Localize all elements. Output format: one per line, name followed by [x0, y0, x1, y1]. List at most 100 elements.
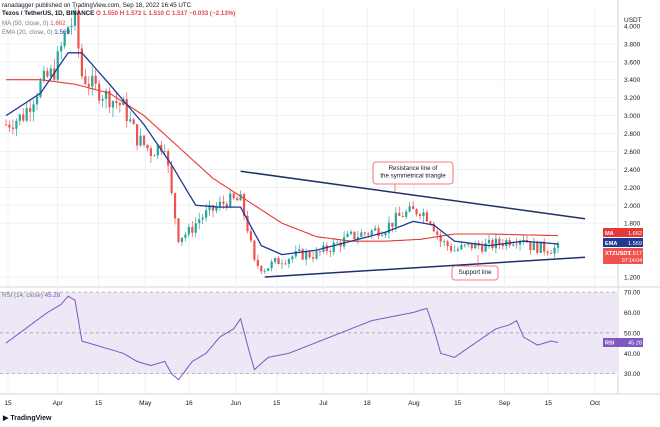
- candle-body: [8, 124, 11, 128]
- candle-body: [42, 70, 46, 81]
- candle-body: [318, 251, 322, 252]
- candle-body: [325, 245, 328, 252]
- candle-body: [98, 83, 101, 101]
- candle-body: [277, 258, 280, 265]
- price-badge-countdown: 07:14:04: [622, 258, 642, 264]
- tradingview-logo[interactable]: ▶ TradingView: [3, 414, 51, 422]
- candle-body: [501, 244, 504, 247]
- candle-body: [56, 51, 59, 80]
- candle-body: [67, 27, 70, 34]
- price-badge-label: MA: [605, 231, 614, 237]
- candle-body: [439, 234, 442, 242]
- candle-body: [518, 240, 522, 245]
- candle-body: [184, 234, 187, 238]
- candle-body: [232, 193, 235, 199]
- candle-body: [432, 223, 435, 232]
- candle-body: [211, 205, 215, 211]
- candle-body: [429, 221, 432, 224]
- candle-body: [550, 253, 553, 254]
- candle-body: [177, 218, 180, 243]
- candle-body: [494, 238, 497, 249]
- price-tick-label: 4.000: [624, 23, 641, 30]
- candle-body: [305, 251, 308, 260]
- price-tick-label: 2.800: [624, 131, 641, 138]
- time-tick-label: 15: [95, 400, 103, 407]
- candle-body: [294, 250, 297, 257]
- rsi-line: [5, 295, 559, 381]
- rsi-tick-label: 30.00: [624, 371, 641, 378]
- ema-legend[interactable]: EMA (20, close, 0) 1.569: [2, 29, 70, 37]
- candle-body: [394, 212, 397, 227]
- candle-body: [287, 259, 290, 264]
- rsi-tick-label: 50.00: [624, 330, 641, 337]
- price-badge-value: 1.569: [628, 241, 642, 247]
- resistance-annotation-text: Resistance line of: [389, 165, 438, 172]
- candle-body: [298, 249, 301, 251]
- candle-body: [449, 246, 453, 251]
- time-tick-label: Aug: [408, 400, 420, 407]
- time-tick-label: Apr: [53, 400, 64, 407]
- candle-body: [453, 250, 456, 252]
- candle-body: [512, 244, 515, 246]
- candle-body: [422, 212, 425, 217]
- candle-body: [408, 206, 411, 212]
- candle-body: [118, 103, 121, 106]
- candle-body: [387, 222, 391, 234]
- candle-body: [280, 263, 284, 265]
- candle-body: [308, 251, 311, 258]
- price-badge-bg: [603, 238, 643, 247]
- candle-body: [132, 119, 135, 125]
- price-tick-label: 3.000: [624, 113, 641, 120]
- candle-body: [39, 80, 42, 97]
- price-badge-value: 1.662: [628, 231, 642, 237]
- candle-body: [15, 120, 18, 129]
- candle-body: [84, 76, 87, 85]
- price-tick-label: 1.200: [624, 275, 641, 282]
- price-badge-bg: [603, 228, 643, 237]
- candle-body: [205, 210, 208, 218]
- ma-legend-label: MA (50, close, 0): [2, 20, 49, 27]
- time-tick-label: Jul: [319, 400, 328, 407]
- ma-legend[interactable]: MA (50, close, 0) 1.662: [2, 20, 66, 28]
- candle-body: [515, 244, 518, 246]
- candle-body: [346, 233, 349, 238]
- tv-brand: TradingView: [10, 415, 52, 422]
- candle-body: [4, 124, 8, 126]
- candle-body: [142, 135, 146, 145]
- time-tick-label: May: [139, 400, 152, 407]
- candle-body: [156, 144, 159, 156]
- candle-body: [360, 232, 363, 237]
- price-badge-value: 1.517: [628, 251, 642, 257]
- candle-body: [484, 243, 487, 252]
- candle-body: [11, 127, 14, 129]
- candle-body: [522, 239, 525, 241]
- candle-body: [463, 244, 466, 246]
- candle-body: [412, 206, 415, 210]
- candle-body: [349, 231, 353, 234]
- candle-body: [467, 243, 470, 245]
- currency-label: USDT: [624, 17, 642, 24]
- candle-body: [418, 214, 422, 217]
- candle-body: [18, 114, 21, 121]
- candle-body: [336, 242, 339, 244]
- candle-body: [543, 241, 546, 252]
- candle-body: [46, 70, 49, 77]
- candle-body: [87, 84, 90, 87]
- candle-body: [170, 165, 173, 194]
- time-tick-label: 15: [4, 400, 12, 407]
- candle-body: [153, 155, 156, 157]
- candle-body: [180, 237, 184, 243]
- rsi-legend[interactable]: RSI (14, close) 45.28: [2, 292, 60, 300]
- candle-body: [536, 241, 539, 253]
- candle-body: [460, 244, 463, 250]
- candle-body: [225, 203, 228, 208]
- candle-body: [532, 241, 535, 251]
- candle-body: [398, 212, 401, 216]
- candle-body: [481, 245, 484, 252]
- candle-body: [436, 231, 439, 235]
- tv-icon: ▶: [3, 415, 11, 422]
- support-annotation-text: Support line: [458, 269, 492, 276]
- candle-body: [77, 10, 80, 49]
- candle-body: [239, 194, 242, 201]
